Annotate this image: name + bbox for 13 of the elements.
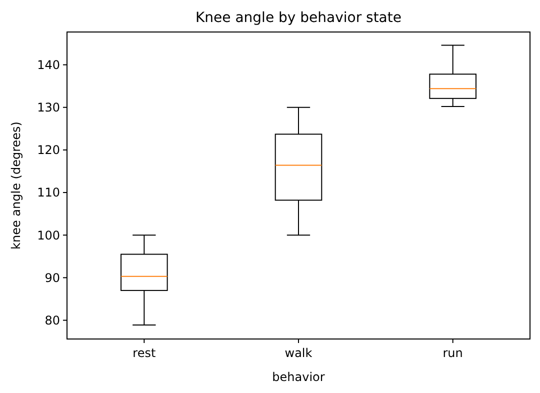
y-tick-label: 80	[44, 313, 60, 328]
x-axis-title: behavior	[272, 370, 325, 384]
y-tick-label: 100	[37, 228, 60, 242]
y-tick-label: 120	[37, 143, 60, 158]
y-tick-label: 130	[37, 100, 60, 115]
x-tick-label: run	[442, 346, 463, 360]
x-tick-label: rest	[132, 346, 156, 360]
y-tick-label: 140	[37, 58, 60, 72]
y-tick-label: 90	[44, 270, 60, 285]
y-tick-label: 110	[37, 186, 60, 200]
x-tick-label: walk	[284, 346, 312, 360]
y-axis-title: knee angle (degrees)	[9, 122, 23, 250]
chart-title: Knee angle by behavior state	[195, 10, 402, 26]
